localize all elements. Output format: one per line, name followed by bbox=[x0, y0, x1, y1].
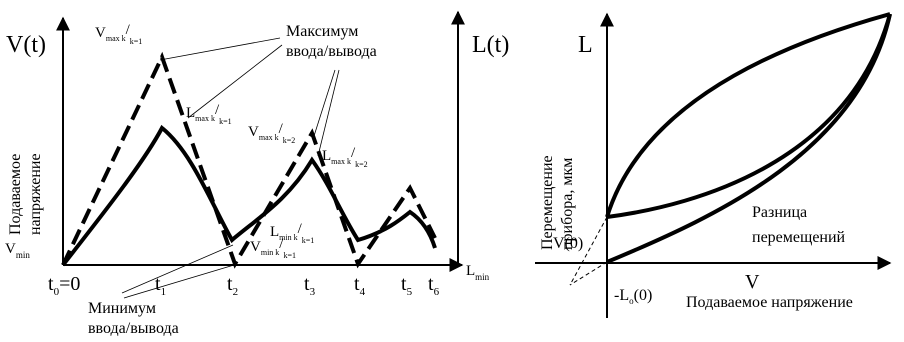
right-hysteresis-diagram: L V Перемещение прибора, мкм Подаваемое … bbox=[535, 12, 892, 318]
l0-label: -Lo(0) bbox=[614, 287, 652, 306]
lmax-k2-label: Lmax k/k=2 bbox=[322, 145, 368, 169]
vmax-k2-label: Vmax k/k=2 bbox=[248, 121, 295, 145]
supplied-voltage-caption: Подаваемое напряжение bbox=[686, 294, 853, 311]
displacement-caption-line2: прибора, мкм bbox=[559, 158, 576, 250]
min-annotation-line2: ввода/вывода bbox=[88, 320, 179, 337]
v-t-axis-label: V(t) bbox=[6, 32, 46, 58]
voltage-curve-dashed bbox=[61, 51, 437, 269]
time-tick-t3: t3 bbox=[304, 273, 316, 298]
time-tick-labels: t0=0 t1 t2 t3 t4 t5 t6 bbox=[48, 273, 440, 298]
time-tick-t6: t6 bbox=[428, 273, 440, 298]
min-annotation-line1: Минимум bbox=[88, 300, 156, 317]
lmax-k1-label: Lmax k/k=1 bbox=[186, 102, 232, 126]
lmin-k1-label: Lmin k/k=1 bbox=[270, 221, 314, 245]
v0-label: V(0) bbox=[553, 235, 583, 252]
time-tick-t5: t5 bbox=[401, 273, 413, 298]
max-leader-2 bbox=[187, 44, 283, 119]
lmin-label: Lmin bbox=[466, 263, 490, 282]
max-leader-3 bbox=[313, 69, 336, 137]
max-leader-4 bbox=[317, 69, 340, 157]
l-t-axis-label: L(t) bbox=[472, 32, 509, 58]
hysteresis-lower-branch bbox=[606, 13, 892, 264]
max-annotation-line1: Максимум bbox=[286, 23, 358, 40]
time-tick-t4: t4 bbox=[354, 273, 366, 298]
difference-caption-line2: перемещений bbox=[752, 229, 846, 246]
vmin-k1-label: Vmin k/k=1 bbox=[250, 236, 296, 260]
max-annotation-line2: ввода/вывода bbox=[286, 43, 377, 60]
min-leader-1 bbox=[121, 244, 234, 294]
voltage-caption-line2: напряжение bbox=[27, 153, 44, 235]
left-timing-diagram: V(t) L(t) Подаваемое напряжение Vmin Lmi… bbox=[5, 10, 509, 337]
vmax-k1-label: Vmax k/k=1 bbox=[95, 22, 142, 46]
displacement-caption-line1: Перемещение bbox=[539, 155, 556, 250]
time-tick-t2: t2 bbox=[227, 273, 238, 298]
voltage-caption-line1: Подаваемое bbox=[7, 154, 24, 235]
v0-extrapolation-dashed bbox=[569, 216, 608, 286]
vmin-label: Vmin bbox=[5, 241, 30, 260]
V-axis-label: V bbox=[745, 271, 760, 293]
time-tick-t1: t1 bbox=[155, 273, 166, 298]
min-leader-2 bbox=[123, 264, 235, 299]
hysteresis-upper-branch bbox=[605, 12, 891, 218]
displacement-curve-solid bbox=[61, 124, 437, 267]
difference-caption-line1: Разница bbox=[752, 204, 807, 221]
l0-extrapolation-dashed bbox=[569, 261, 608, 286]
time-tick-t0: t0=0 bbox=[48, 273, 80, 298]
L-axis-label: L bbox=[578, 32, 593, 58]
max-leader-1 bbox=[159, 37, 281, 61]
hysteresis-middle-branch bbox=[606, 13, 892, 219]
